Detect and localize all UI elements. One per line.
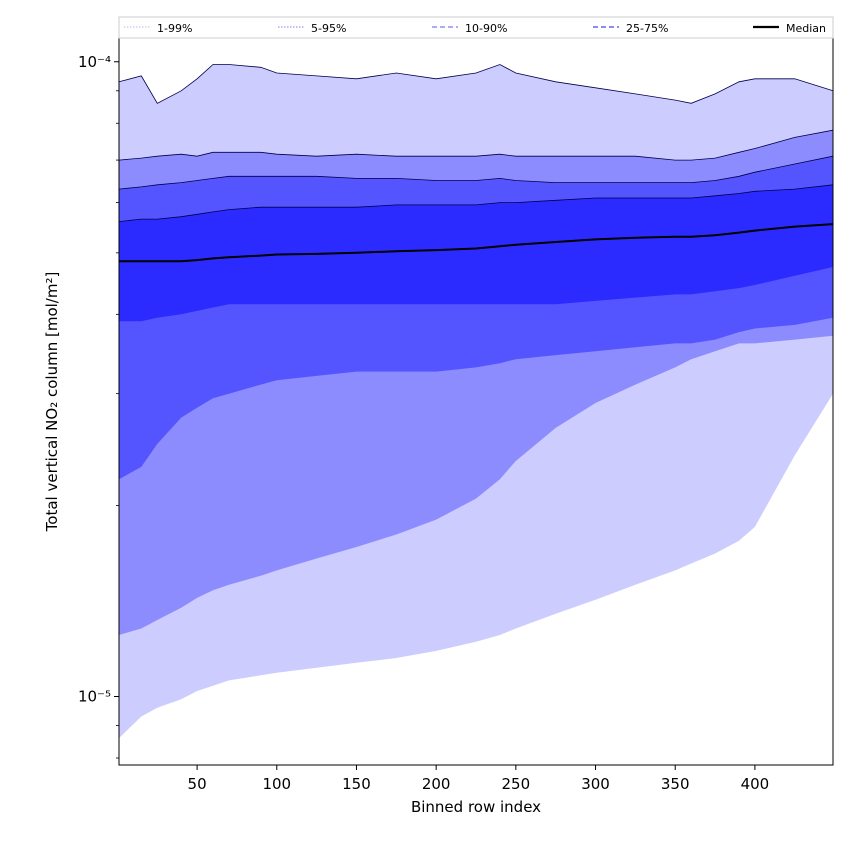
- legend-label: 10-90%: [465, 22, 507, 35]
- legend-label: 5-95%: [311, 22, 346, 35]
- legend: 1-99% 5-95% 10-90% 25-75% Median: [118, 16, 834, 39]
- legend-label: Median: [786, 22, 826, 35]
- band-upper-edge-25-75%: [118, 184, 834, 222]
- legend-label: 25-75%: [626, 22, 668, 35]
- y-tick-label: 10⁻⁴: [78, 53, 111, 71]
- legend-label: 1-99%: [157, 22, 192, 35]
- band-25-75%: [119, 184, 833, 322]
- y-axis-label: Total vertical NO₂ column [mol/m²]: [43, 272, 61, 533]
- percentile-bands: [119, 64, 833, 739]
- x-tick-label: 250: [502, 775, 531, 793]
- band-upper-edge-5-95%: [118, 129, 834, 161]
- x-tick-label: 100: [262, 775, 291, 793]
- band-upper-edge-1-99%: [118, 64, 834, 104]
- median-line: [119, 223, 834, 263]
- legend-box: [118, 16, 834, 39]
- x-axis-label: Binned row index: [411, 798, 541, 816]
- band-edge-lines: [118, 64, 834, 222]
- x-axis-ticks: 50 100 150 200 250 300 350 400: [188, 765, 770, 793]
- x-tick-label: 150: [342, 775, 371, 793]
- x-tick-label: 200: [422, 775, 451, 793]
- y-axis-ticks: 10⁻⁵ 10⁻⁴: [78, 53, 119, 759]
- band-upper-edge-10-90%: [118, 155, 834, 190]
- x-tick-label: 350: [661, 775, 690, 793]
- y-tick-label: 10⁻⁵: [78, 688, 111, 706]
- x-tick-label: 400: [741, 775, 770, 793]
- x-tick-label: 50: [188, 775, 207, 793]
- x-tick-label: 300: [581, 775, 610, 793]
